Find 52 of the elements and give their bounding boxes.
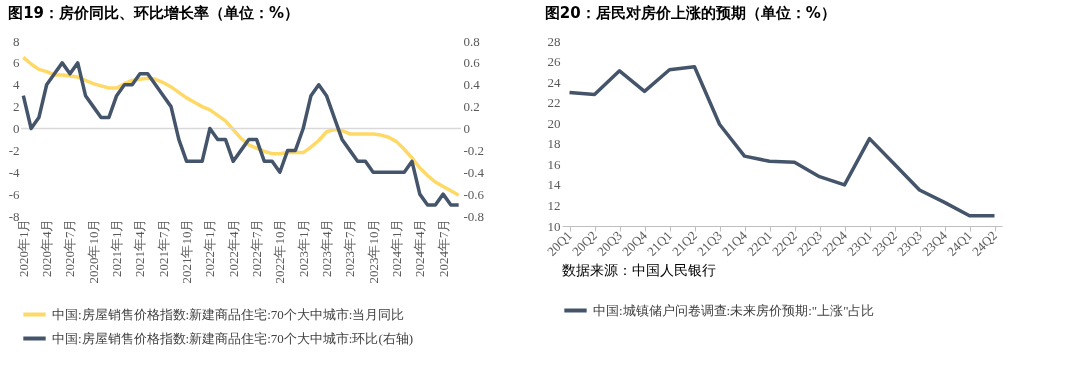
y2-tick-label: 0.4 xyxy=(463,77,481,93)
x-tick-label: 2024年4月 xyxy=(412,218,428,277)
y-tick-label: 28 xyxy=(547,33,561,49)
y-tick-label: 14 xyxy=(547,177,561,193)
y-tick-label: 16 xyxy=(547,156,561,172)
x-tick-label: 2024年7月 xyxy=(435,218,451,277)
y-tick-label: 20 xyxy=(547,115,561,131)
y2-tick-label: -0.6 xyxy=(463,186,485,202)
x-tick-label: 2023年4月 xyxy=(319,218,335,277)
x-tick-label: 2024年1月 xyxy=(388,218,404,277)
chart-title: 图20：居民对房价上涨的预期（单位：%） xyxy=(544,4,836,22)
y2-tick-label: 0.6 xyxy=(463,55,481,71)
y-tick-label: 4 xyxy=(13,77,20,93)
y2-tick-label: 0.2 xyxy=(463,99,480,115)
y-tick-label: 18 xyxy=(547,136,561,152)
x-tick-label: 2022年1月 xyxy=(202,218,218,277)
y-tick-label: 26 xyxy=(547,54,561,70)
legend-label: 中国:城镇储户问卷调查:未来房价预期:"上涨"占比 xyxy=(593,302,875,318)
y-tick-label: 22 xyxy=(547,95,561,111)
source-note: 数据来源：中国人民银行 xyxy=(562,262,716,278)
y-tick-label: 0 xyxy=(13,121,20,136)
line-series xyxy=(567,64,997,218)
x-tick-label: 2020年10月 xyxy=(85,218,101,284)
y-tick-label: 2 xyxy=(13,99,20,115)
x-tick-label: 2023年10月 xyxy=(365,218,381,284)
y-tick-label: 10 xyxy=(547,218,561,234)
y-tick-label: -4 xyxy=(8,164,20,180)
y-tick-label: -6 xyxy=(8,186,20,202)
x-tick-label: 2023年7月 xyxy=(342,218,358,277)
x-tick-label: 2023年1月 xyxy=(295,218,311,277)
y2-tick-label: 0.8 xyxy=(463,33,480,49)
x-tick-label: 2021年10月 xyxy=(179,218,195,284)
y2-tick-label: 0 xyxy=(463,121,470,136)
x-tick-label: 2021年4月 xyxy=(132,218,148,277)
y-tick-label: 24 xyxy=(547,74,561,90)
chart-title: 图19：房价同比、环比增长率（单位：%） xyxy=(8,4,300,22)
x-tick-label: 2022年7月 xyxy=(249,218,265,277)
y2-tick-label: -0.4 xyxy=(463,164,485,180)
legend-label: 中国:房屋销售价格指数:新建商品住宅:70个大中城市:当月同比 xyxy=(52,306,405,322)
x-tick-label: 2022年10月 xyxy=(272,218,288,284)
y2-tick-label: -0.2 xyxy=(463,142,485,158)
x-tick-label: 2021年1月 xyxy=(109,218,125,277)
x-tick-label: 2022年4月 xyxy=(225,218,241,277)
legend-label: 中国:房屋销售价格指数:新建商品住宅:70个大中城市:环比(右轴) xyxy=(52,330,414,346)
y-tick-label: 12 xyxy=(547,197,561,213)
x-tick-label: 2020年7月 xyxy=(62,218,78,277)
x-tick-label: 2020年4月 xyxy=(39,218,55,277)
y2-tick-label: -0.8 xyxy=(463,208,485,224)
y-tick-label: -2 xyxy=(8,142,20,158)
x-tick-label: 2021年7月 xyxy=(155,218,171,277)
y-tick-label: 6 xyxy=(13,55,20,71)
y-tick-label: 8 xyxy=(13,33,20,49)
